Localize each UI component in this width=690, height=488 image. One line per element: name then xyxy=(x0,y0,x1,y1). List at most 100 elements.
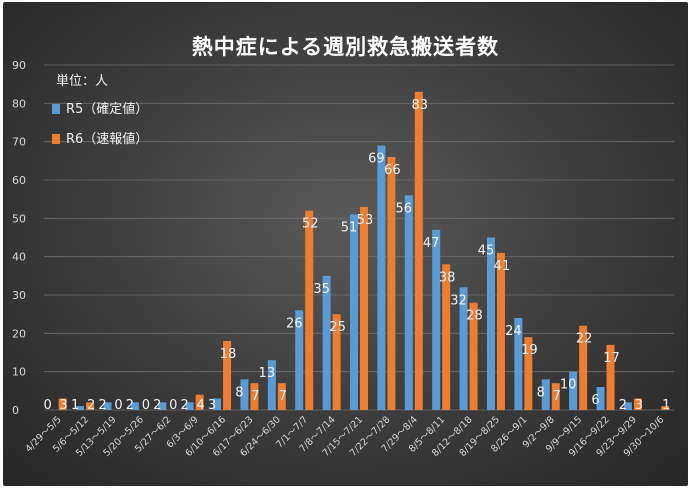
data-label: 38 xyxy=(439,270,456,285)
bar-r5 xyxy=(185,402,194,410)
bar-r6 xyxy=(332,314,341,410)
chart-title: 熱中症による週別救急搬送者数 xyxy=(191,35,500,59)
data-label: 3 xyxy=(635,398,643,413)
data-label: 0 xyxy=(169,398,177,413)
data-label: 7 xyxy=(553,389,561,404)
bar-r6 xyxy=(579,325,588,410)
data-label: 6 xyxy=(591,393,599,408)
bar-r5 xyxy=(295,310,304,410)
data-label: 19 xyxy=(521,343,538,358)
bar-r6 xyxy=(305,210,314,410)
bar-r5 xyxy=(514,318,523,410)
legend-swatch xyxy=(52,104,60,114)
data-label: 2 xyxy=(87,398,95,413)
grid-layer xyxy=(44,64,674,411)
bar-r5 xyxy=(432,229,441,410)
bar-r6 xyxy=(524,337,533,410)
data-label: 45 xyxy=(478,244,495,259)
legend-label: R5（確定値） xyxy=(66,101,148,117)
data-label: 13 xyxy=(259,366,276,381)
data-label: 4 xyxy=(197,398,205,413)
data-label: 18 xyxy=(220,347,237,362)
data-label: 35 xyxy=(313,282,330,297)
bar-r5 xyxy=(596,387,605,410)
data-label: 83 xyxy=(412,98,429,113)
data-label: 2 xyxy=(181,398,189,413)
data-label: 7 xyxy=(251,389,259,404)
bar-r5 xyxy=(350,214,358,410)
y-tick-label: 30 xyxy=(12,289,26,302)
data-label: 53 xyxy=(357,213,374,228)
y-tick-label: 50 xyxy=(12,212,26,225)
data-label: 1 xyxy=(71,398,79,413)
bar-r6 xyxy=(58,398,67,410)
data-label: 10 xyxy=(560,378,577,393)
data-label: 22 xyxy=(576,332,593,347)
data-label: 1 xyxy=(662,398,670,413)
data-label: 47 xyxy=(423,236,440,251)
data-label: 0 xyxy=(44,398,52,413)
y-tick-label: 10 xyxy=(12,366,26,379)
data-label: 7 xyxy=(279,389,287,404)
data-label: 0 xyxy=(142,398,150,413)
legend-label: R6（速報値） xyxy=(66,131,148,147)
data-label: 2 xyxy=(619,398,627,413)
data-label: 52 xyxy=(302,217,319,232)
data-label: 56 xyxy=(396,201,413,216)
data-label: 8 xyxy=(537,385,545,400)
y-tick-label: 80 xyxy=(12,97,26,110)
data-label: 24 xyxy=(505,324,522,339)
bar-r6 xyxy=(606,344,615,410)
y-tick-label: 70 xyxy=(12,136,26,149)
bar-r6 xyxy=(414,91,423,410)
data-label: 26 xyxy=(286,316,303,331)
data-label: 41 xyxy=(494,259,511,274)
bar-r6 xyxy=(195,394,204,410)
data-label: 3 xyxy=(60,398,68,413)
bar-r6 xyxy=(277,383,286,410)
data-label: 25 xyxy=(329,320,346,335)
bar-r5 xyxy=(486,237,495,410)
bar-r6 xyxy=(661,406,670,410)
bar-r6 xyxy=(250,383,259,410)
bar-r5 xyxy=(103,402,112,410)
bar-r5 xyxy=(569,371,578,410)
bar-r6 xyxy=(223,341,232,410)
data-label: 66 xyxy=(384,163,401,178)
y-tick-label: 40 xyxy=(12,251,26,264)
bar-r6 xyxy=(387,157,396,410)
data-label: 8 xyxy=(235,385,243,400)
bar-r6 xyxy=(633,398,642,410)
bar-r6 xyxy=(496,252,505,410)
data-label: 32 xyxy=(450,293,467,308)
bar-r5 xyxy=(404,195,413,410)
bar-r5 xyxy=(158,402,167,410)
y-tick-label: 0 xyxy=(12,404,19,417)
bar-r5 xyxy=(322,275,331,410)
bar-r5 xyxy=(377,145,386,410)
data-label: 28 xyxy=(466,309,483,324)
data-label: 3 xyxy=(208,398,216,413)
bar-r6 xyxy=(86,402,95,410)
data-label: 2 xyxy=(126,398,134,413)
bar-r5 xyxy=(213,398,222,410)
y-tick-label: 60 xyxy=(12,174,26,187)
data-label: 2 xyxy=(98,398,106,413)
bar-r6 xyxy=(442,264,451,410)
y-tick-label: 20 xyxy=(12,327,26,340)
bar-r5 xyxy=(267,360,276,410)
data-label: 2 xyxy=(153,398,161,413)
bar-r5 xyxy=(76,406,85,410)
data-label: 0 xyxy=(114,398,122,413)
bar-layer xyxy=(58,91,670,410)
bar-r5 xyxy=(130,402,139,410)
unit-label: 単位：人 xyxy=(56,73,108,89)
bar-r5 xyxy=(541,379,550,410)
data-label: 17 xyxy=(603,351,620,366)
data-label: 69 xyxy=(368,152,385,167)
bar-r5 xyxy=(459,287,468,410)
bar-r6 xyxy=(469,302,478,410)
y-tick-label: 90 xyxy=(12,59,26,72)
